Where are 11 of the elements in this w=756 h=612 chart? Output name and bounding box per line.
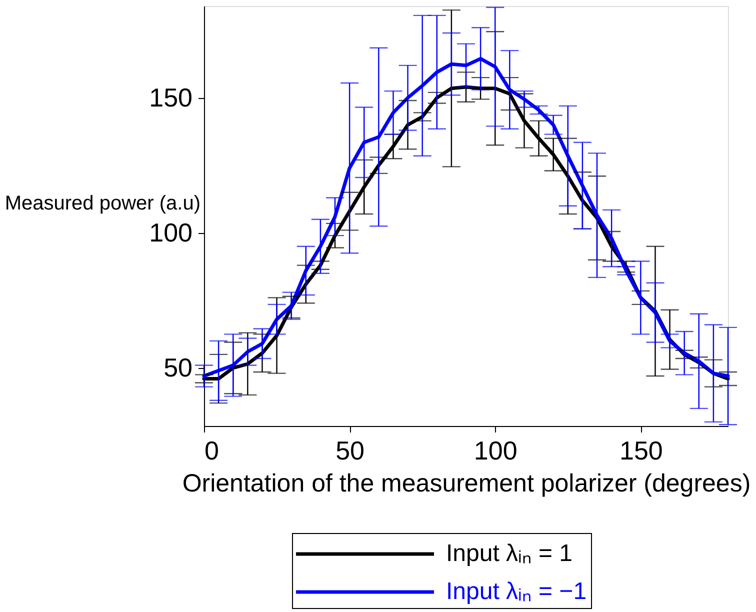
y-tick-label: 100 bbox=[149, 217, 192, 248]
x-tick-label: 100 bbox=[474, 436, 518, 466]
x-axis-title: Orientation of the measurement polarizer (degrees) bbox=[182, 470, 751, 498]
x-tick-label: 50 bbox=[336, 436, 365, 466]
y-axis-title: Measured power (a.u) bbox=[4, 192, 200, 214]
text: Input λᵢₙ = −1 bbox=[446, 578, 587, 605]
text: Input λᵢₙ = 1 bbox=[446, 540, 573, 567]
y-tick-label: 150 bbox=[149, 82, 192, 112]
x-tick-label: 150 bbox=[619, 436, 663, 466]
y-tick-label: 50 bbox=[164, 352, 192, 382]
x-tick-label: 0 bbox=[204, 436, 219, 466]
